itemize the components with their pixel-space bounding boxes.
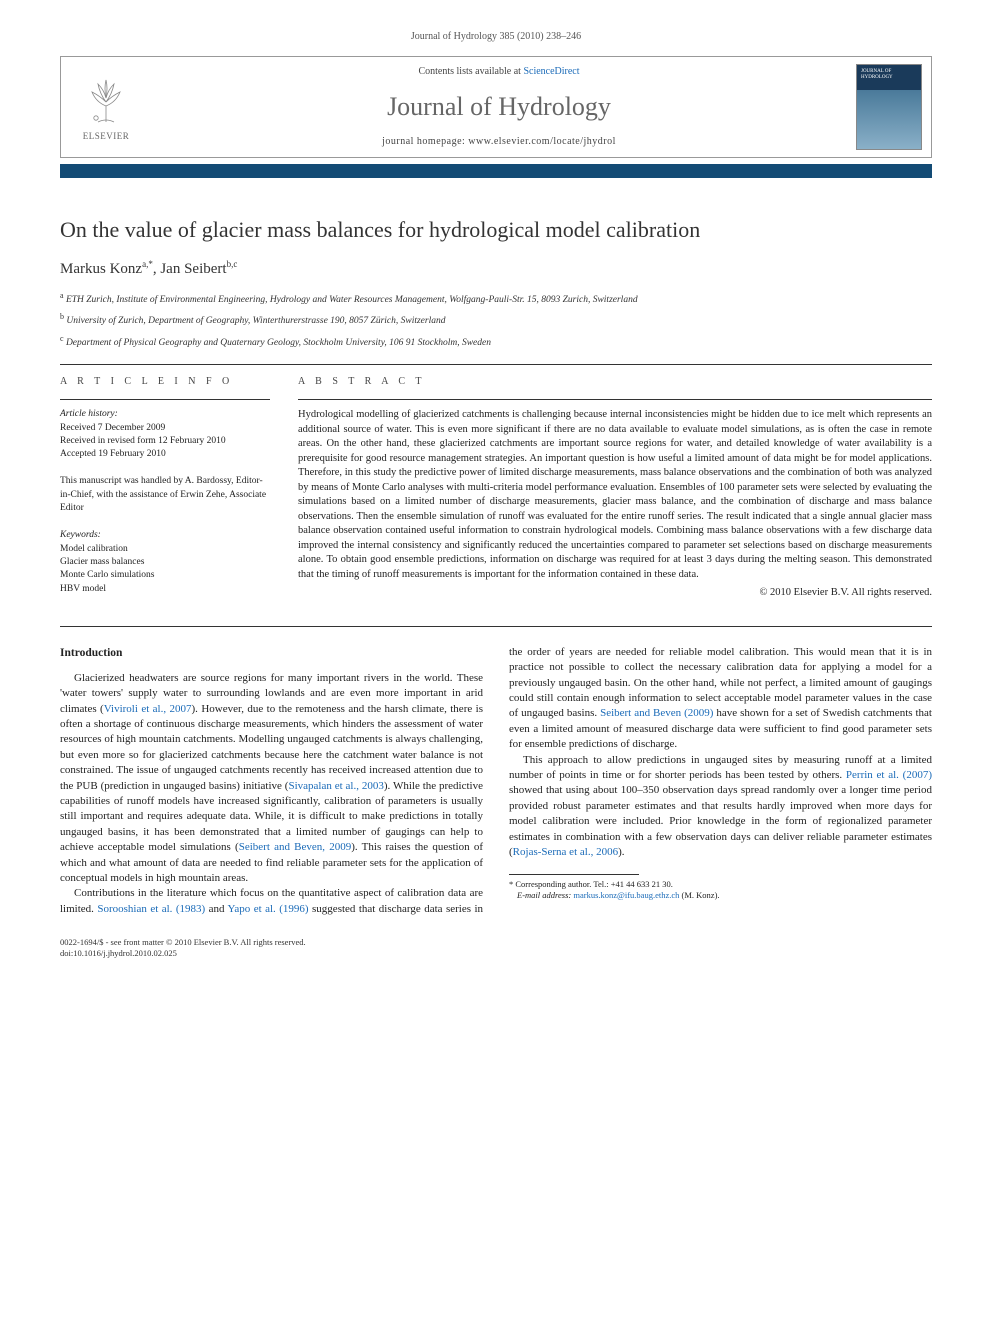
homepage-url[interactable]: www.elsevier.com/locate/jhydrol: [468, 136, 616, 147]
body-paragraph: This approach to allow predictions in un…: [509, 753, 932, 861]
journal-cover-block: JOURNAL OF HYDROLOGY: [847, 57, 931, 157]
abstract-text: Hydrological modelling of glacierized ca…: [298, 408, 932, 582]
affiliation-line: c Department of Physical Geography and Q…: [60, 333, 932, 350]
article-history-block: Article history: Received 7 December 200…: [60, 408, 270, 461]
publisher-logo-block: ELSEVIER: [61, 57, 151, 157]
aff-text: University of Zurich, Department of Geog…: [66, 317, 445, 327]
footnote-rule: [509, 874, 639, 875]
brand-color-bar: [60, 164, 932, 178]
abstract-rule: [298, 399, 932, 400]
history-accepted: Accepted 19 February 2010: [60, 448, 270, 461]
publisher-label: ELSEVIER: [83, 130, 130, 143]
citation-link[interactable]: Yapo et al. (1996): [228, 903, 309, 915]
abstract-heading: A B S T R A C T: [298, 375, 932, 389]
journal-header-box: ELSEVIER Contents lists available at Sci…: [60, 56, 932, 158]
citation-link[interactable]: Sivapalan et al., 2003: [288, 780, 383, 792]
citation-link[interactable]: Seibert and Beven, 2009: [239, 841, 352, 853]
citation-link[interactable]: Seibert and Beven (2009): [600, 707, 713, 719]
keyword: HBV model: [60, 583, 270, 596]
homepage-prefix: journal homepage:: [382, 136, 468, 147]
journal-cover-thumb: JOURNAL OF HYDROLOGY: [856, 64, 922, 150]
body-text: ).: [618, 846, 624, 858]
author-aff-marker: b,c: [227, 259, 238, 269]
contents-available-line: Contents lists available at ScienceDirec…: [418, 65, 579, 79]
elsevier-tree-icon: [78, 72, 134, 128]
keyword: Model calibration: [60, 543, 270, 556]
author-name: Jan Seibert: [160, 261, 226, 277]
abstract-copyright: © 2010 Elsevier B.V. All rights reserved…: [298, 586, 932, 601]
email-label: E-mail address:: [517, 890, 571, 900]
keywords-label: Keywords:: [60, 529, 270, 542]
affiliation-line: a ETH Zurich, Institute of Environmental…: [60, 290, 932, 307]
section-rule: [60, 626, 932, 627]
footnote-email-line: E-mail address: markus.konz@ifu.baug.eth…: [509, 890, 932, 901]
aff-sup: c: [60, 334, 64, 343]
article-info-column: A R T I C L E I N F O Article history: R…: [60, 375, 270, 610]
footnote-corr: * Corresponding author. Tel.: +41 44 633…: [509, 879, 932, 890]
article-info-heading: A R T I C L E I N F O: [60, 375, 270, 389]
intro-heading: Introduction: [60, 645, 483, 661]
email-link[interactable]: markus.konz@ifu.baug.ethz.ch: [573, 890, 679, 900]
journal-header-center: Contents lists available at ScienceDirec…: [151, 57, 847, 157]
citation-link[interactable]: Perrin et al. (2007): [846, 769, 932, 781]
citation-link[interactable]: Rojas-Serna et al., 2006: [513, 846, 618, 858]
info-abstract-row: A R T I C L E I N F O Article history: R…: [60, 375, 932, 610]
journal-citation: Journal of Hydrology 385 (2010) 238–246: [60, 30, 932, 44]
footer-front-matter: 0022-1694/$ - see front matter © 2010 El…: [60, 937, 932, 948]
aff-sup: a: [60, 291, 64, 300]
body-two-column: Introduction Glacierized headwaters are …: [60, 645, 932, 917]
cover-thumb-label: JOURNAL OF HYDROLOGY: [861, 69, 917, 80]
handled-by-block: This manuscript was handled by A. Bardos…: [60, 475, 270, 515]
corresponding-footnote: * Corresponding author. Tel.: +41 44 633…: [509, 879, 932, 901]
aff-sup: b: [60, 312, 64, 321]
history-received: Received 7 December 2009: [60, 422, 270, 435]
email-suffix: (M. Konz).: [682, 890, 720, 900]
affiliation-line: b University of Zurich, Department of Ge…: [60, 311, 932, 328]
abstract-column: A B S T R A C T Hydrological modelling o…: [298, 375, 932, 610]
aff-text: Department of Physical Geography and Qua…: [66, 338, 491, 348]
body-paragraph: Glacierized headwaters are source region…: [60, 671, 483, 886]
sciencedirect-link[interactable]: ScienceDirect: [523, 66, 579, 77]
journal-name: Journal of Hydrology: [387, 89, 611, 125]
journal-homepage-line: journal homepage: www.elsevier.com/locat…: [382, 135, 616, 149]
section-rule: [60, 364, 932, 365]
citation-link[interactable]: Sorooshian et al. (1983): [97, 903, 205, 915]
body-text: ). However, due to the remoteness and th…: [60, 703, 483, 792]
keyword: Monte Carlo simulations: [60, 569, 270, 582]
contents-prefix: Contents lists available at: [418, 66, 523, 77]
keyword: Glacier mass balances: [60, 556, 270, 569]
aff-text: ETH Zurich, Institute of Environmental E…: [66, 295, 638, 305]
keywords-block: Keywords: Model calibration Glacier mass…: [60, 529, 270, 595]
article-title: On the value of glacier mass balances fo…: [60, 216, 932, 244]
history-revised: Received in revised form 12 February 201…: [60, 435, 270, 448]
body-text: and: [205, 903, 227, 915]
history-label: Article history:: [60, 408, 270, 421]
author-name: Markus Konz: [60, 261, 142, 277]
page-footer: 0022-1694/$ - see front matter © 2010 El…: [60, 937, 932, 959]
author-list: Markus Konza,*, Jan Seibertb,c: [60, 258, 932, 280]
info-rule: [60, 399, 270, 400]
citation-link[interactable]: Viviroli et al., 2007: [104, 703, 192, 715]
footer-doi: doi:10.1016/j.jhydrol.2010.02.025: [60, 948, 932, 959]
